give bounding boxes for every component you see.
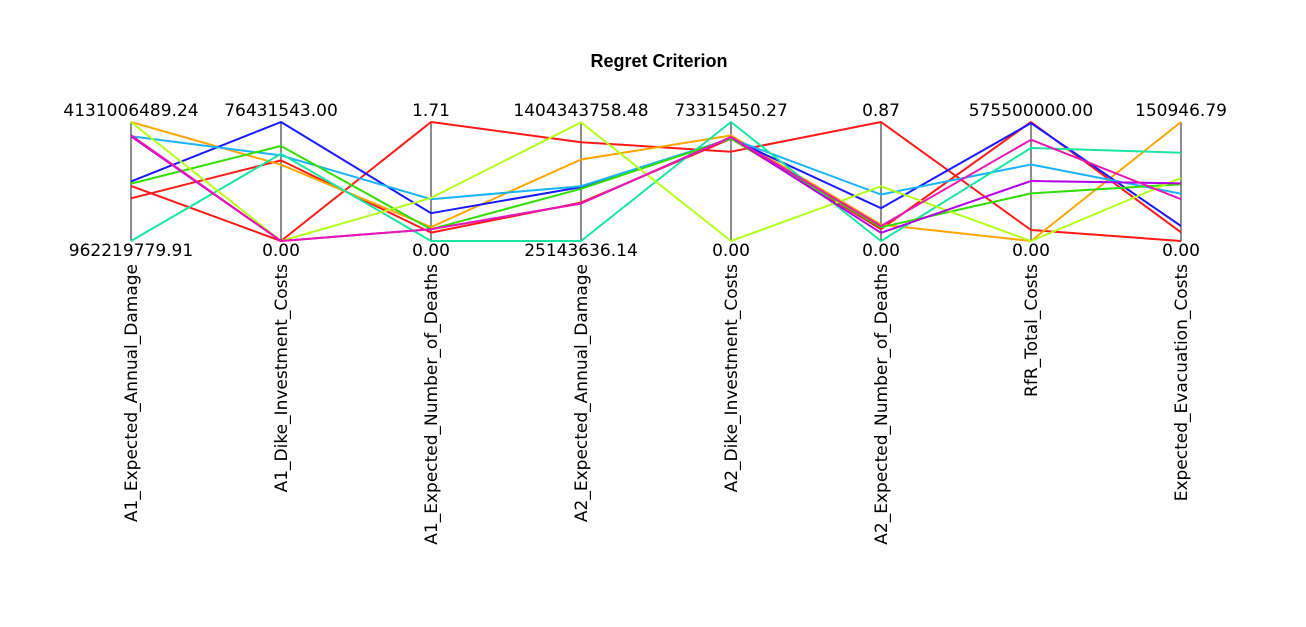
series-line [130,121,1182,227]
series-line [130,134,1182,242]
axis-max-tick: 150946.79 [1135,101,1227,121]
axis-max-tick: 76431543.00 [224,101,338,121]
axis-label: A2_Expected_Number_of_Deaths [872,264,892,545]
axis-max-tick: 575500000.00 [969,101,1093,121]
axis-label: A1_Expected_Number_of_Deaths [422,264,442,545]
axis-min-tick: 0.00 [262,241,300,261]
axis-min-tick: 962219779.91 [69,241,193,261]
axis-max-tick: 1404343758.48 [513,101,648,121]
axis-max-tick: 1.71 [412,101,450,121]
axis-label: A1_Expected_Annual_Damage [122,264,142,522]
axis-max-tick: 73315450.27 [674,101,788,121]
axis-label: A1_Dike_Investment_Costs [272,264,292,493]
axis-min-tick: 0.00 [862,241,900,261]
axis-label: Expected_Evacuation_Costs [1172,264,1192,501]
chart-title: Regret Criterion [590,51,727,71]
axis-max-tick: 4131006489.24 [63,101,198,121]
series-line [130,121,1182,242]
axis-min-tick: 0.00 [1162,241,1200,261]
series-line [130,121,1182,234]
axis-label: A2_Expected_Annual_Damage [572,264,592,522]
axes-group: 4131006489.24 962219779.91 A1_Expected_Ann… [63,101,1227,545]
series-line [130,121,1182,242]
axis-label: A2_Dike_Investment_Costs [722,264,742,493]
series-line [130,135,1182,201]
axis-min-tick: 0.00 [712,241,750,261]
axis-min-tick: 0.00 [1012,241,1050,261]
axis-max-tick: 0.87 [862,101,900,121]
axis-min-tick: 25143636.14 [524,241,638,261]
axis-label: RfR_Total_Costs [1022,264,1042,397]
axis-min-tick: 0.00 [412,241,450,261]
series-line [130,137,1182,231]
series-lines-group [130,121,1182,242]
